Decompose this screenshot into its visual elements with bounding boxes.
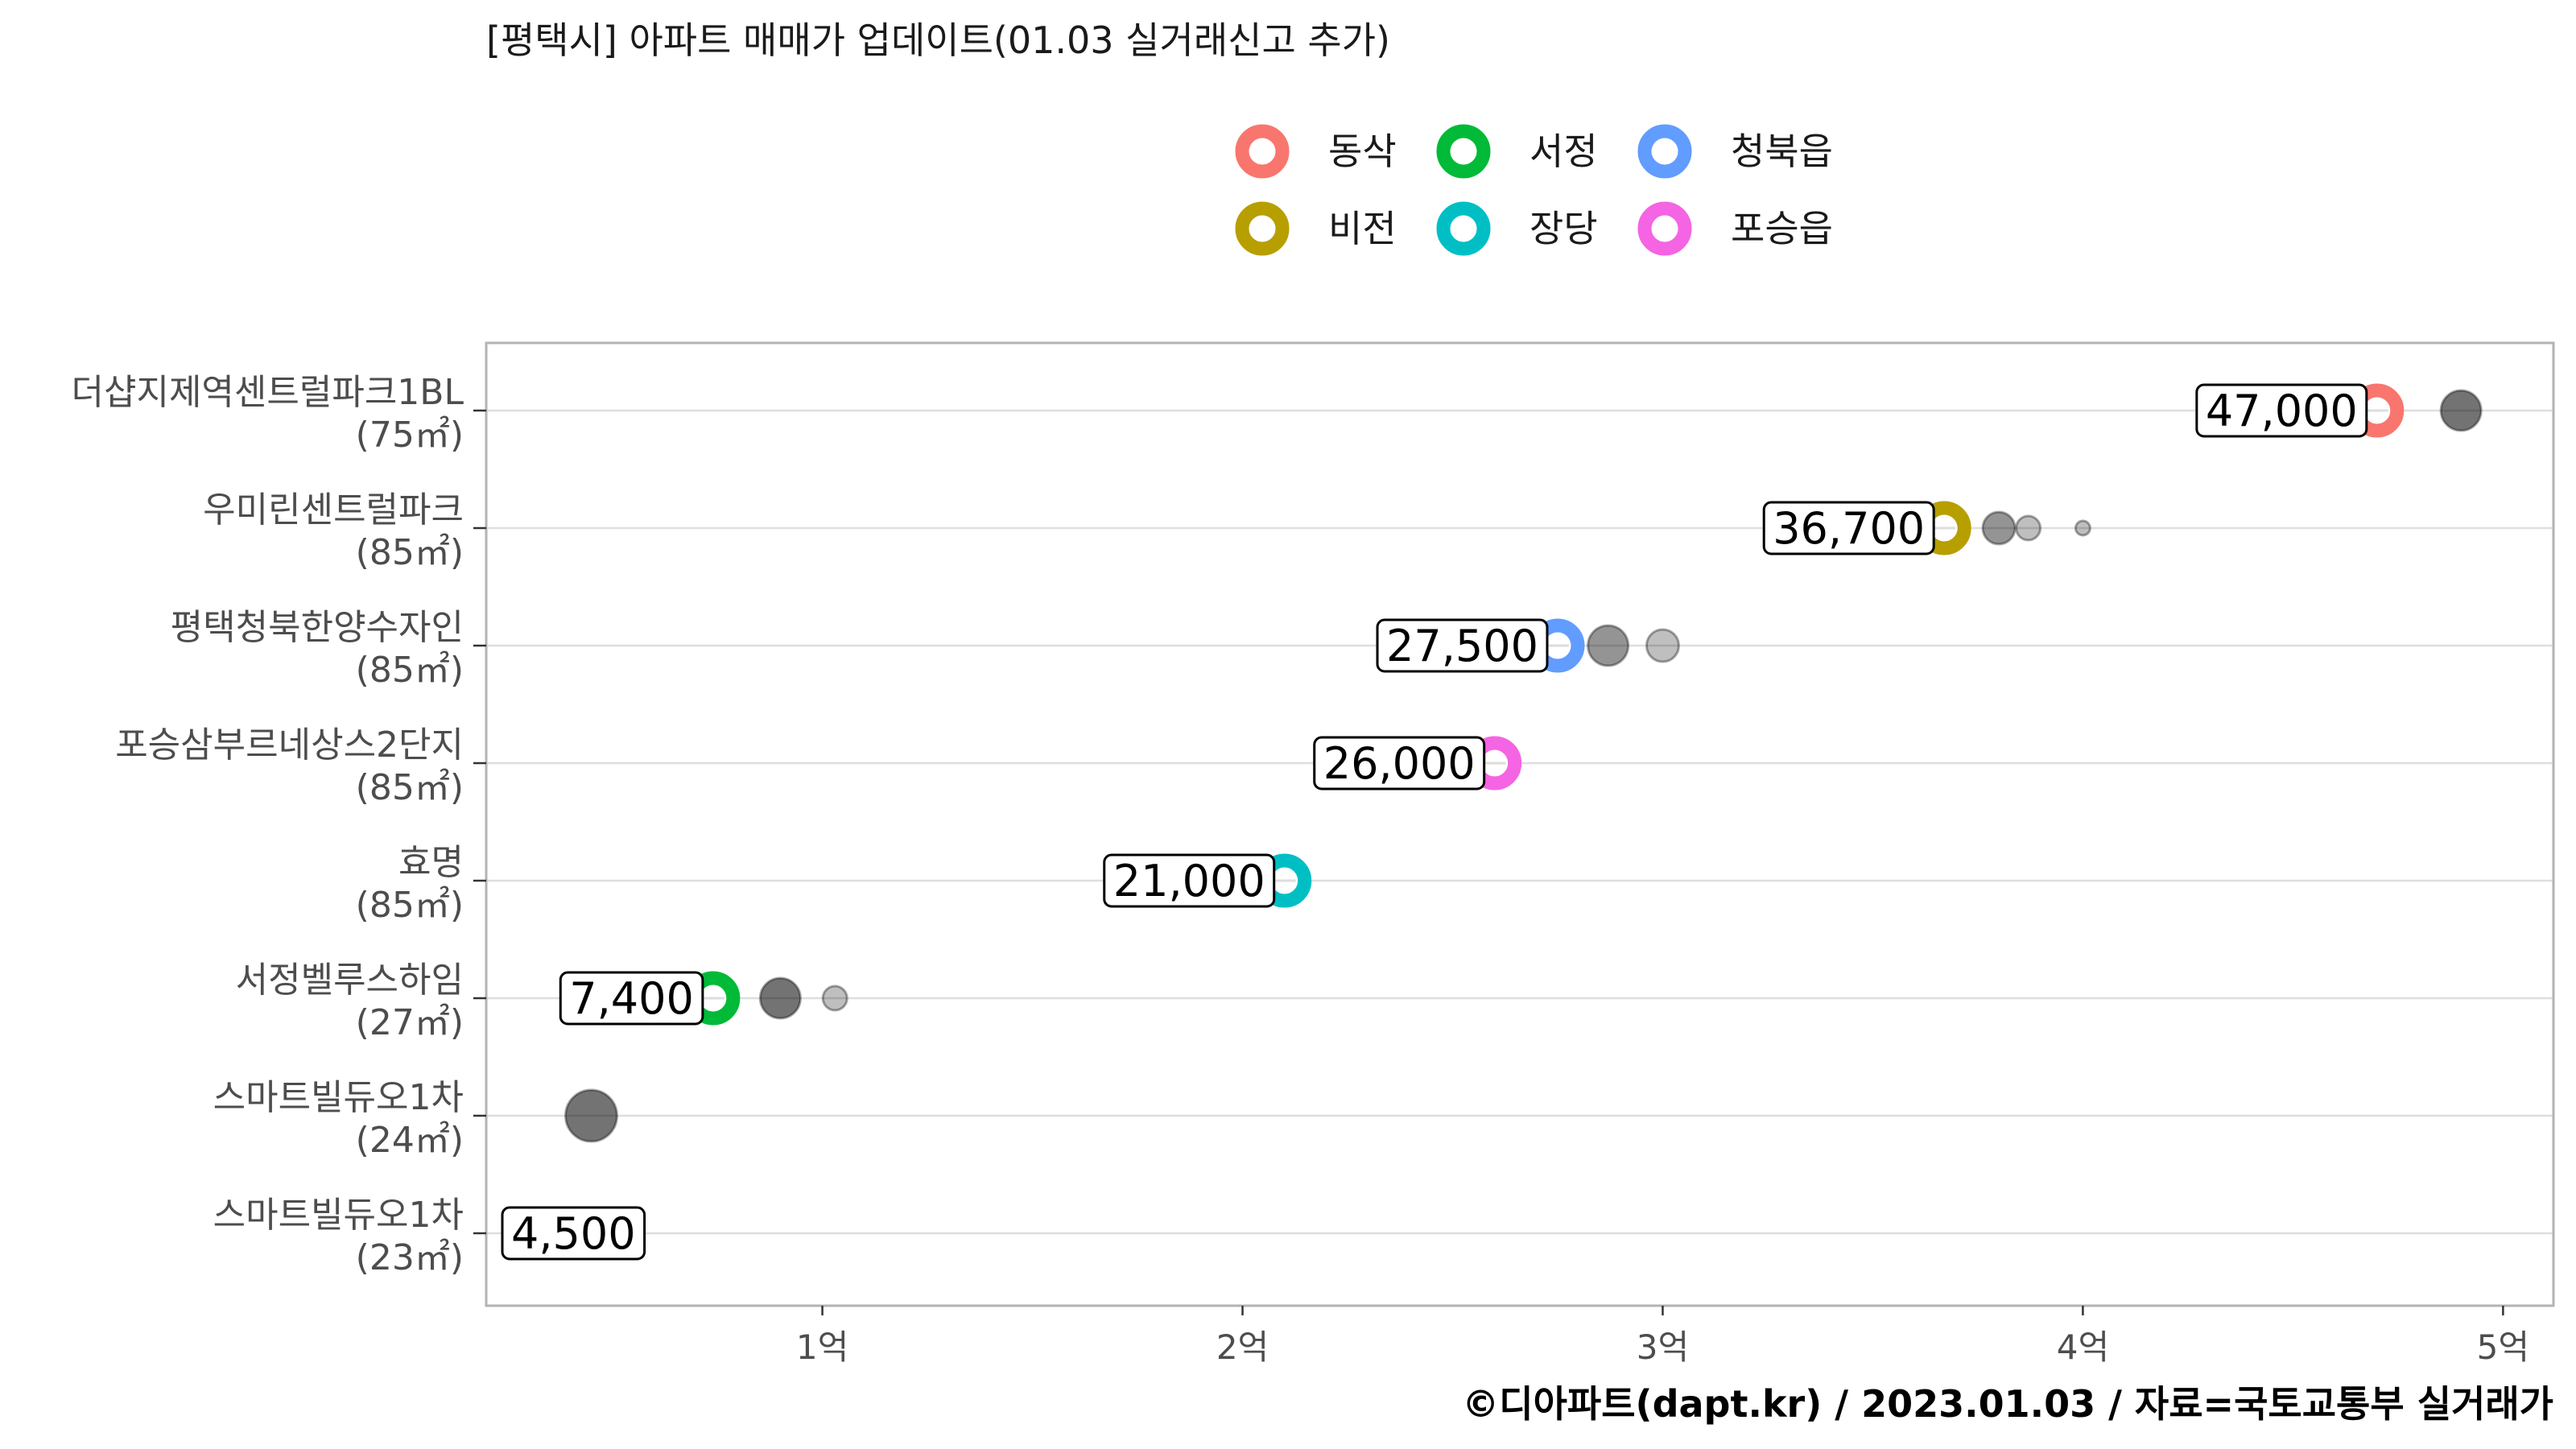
legend-key-3 [1235,201,1290,256]
x-tick-label: 4억 [2057,1327,2109,1367]
y-label-area: (23㎡) [356,1237,464,1278]
y-label-name: 평택청북한양수자인 [171,607,464,648]
y-label-name: 우미린센트럴파크 [203,489,464,530]
value-label: 47,000 [2195,383,2368,438]
chart-caption: ©디아파트(dapt.kr) / 2023.01.03 / 자료=국토교통부 실… [1462,1382,2553,1426]
past-trade-point [1645,628,1680,663]
y-label-name: 서정벨루스하임 [236,960,464,1001]
y-label-name: 스마트빌듀오1차 [213,1077,464,1118]
value-label-box [1313,736,1486,791]
y-label-area: (85㎡) [356,650,464,691]
value-label-text: 26,000 [1323,738,1476,789]
chart-title: [평택시] 아파트 매매가 업데이트(01.03 실거래신고 추가) [486,19,1390,62]
past-trade-point [821,985,848,1012]
legend-key-4 [1436,201,1491,256]
value-label: 7,400 [559,971,704,1026]
y-label-area: (75㎡) [356,415,464,456]
value-label-box [1376,618,1549,673]
value-label-text: 7,400 [569,973,694,1024]
y-label-area: (85㎡) [356,532,464,573]
value-label-box [559,971,704,1026]
past-trade-point [1981,510,2017,546]
value-label: 26,000 [1313,736,1486,791]
y-axis-labels: 더샵지제역센트럴파크1BL(75㎡)우미린센트럴파크(85㎡)평택청북한양수자인… [72,372,486,1278]
y-label-area: (85㎡) [356,767,464,808]
past-trade-point [564,1088,618,1143]
x-tick-label: 5억 [2477,1327,2529,1367]
legend-label: 서정 [1530,130,1598,173]
legend-key-1 [1436,124,1491,179]
y-label-area: (24㎡) [356,1120,464,1161]
value-label: 36,700 [1762,501,1935,555]
y-label-name: 더샵지제역센트럴파크1BL [72,372,464,413]
value-label-box [501,1206,646,1261]
value-label-text: 21,000 [1113,856,1265,906]
past-trade-point [1587,624,1630,667]
y-label-area: (85㎡) [356,885,464,926]
value-labels: 47,000 36,700 27,500 26,000 21,000 7,400 4,500 [501,383,2368,1261]
plot-panel [485,341,2555,1307]
value-label-box [2195,383,2368,438]
y-label-area: (27㎡) [356,1002,464,1043]
past-trade-point [2074,519,2091,537]
value-label-text: 4,500 [511,1208,636,1259]
x-tick-label: 3억 [1637,1327,1689,1367]
x-axis-ticks: 1억 2억 3억 4억 5억 [796,1306,2529,1367]
legend-label: 청북읍 [1731,130,1833,173]
legend-key-0 [1235,124,1290,179]
y-label-name: 스마트빌듀오1차 [213,1195,464,1236]
data-points [564,383,2483,1143]
past-trade-point [758,976,802,1020]
x-tick-label: 2억 [1216,1327,1269,1367]
x-tick-label: 1억 [796,1327,848,1367]
legend-key-5 [1637,201,1692,256]
value-label: 4,500 [501,1206,646,1261]
value-label: 21,000 [1103,853,1276,908]
value-label-text: 27,500 [1386,621,1538,671]
legend-label: 포승읍 [1731,207,1833,250]
value-label-text: 47,000 [2206,386,2358,436]
legend-label: 비전 [1328,207,1397,250]
past-trade-point [2015,514,2042,542]
grid-lines [486,409,2553,1235]
past-trade-point [2439,389,2483,432]
value-label: 27,500 [1376,618,1549,673]
value-label-box [1762,501,1935,555]
value-label-box [1103,853,1276,908]
y-label-name: 효명 [398,842,464,883]
legend-label: 동삭 [1328,130,1397,173]
legend-label: 장당 [1530,207,1598,250]
y-label-name: 포승삼부르네상스2단지 [115,724,464,766]
value-label-text: 36,700 [1773,503,1925,554]
legend-key-2 [1637,124,1692,179]
